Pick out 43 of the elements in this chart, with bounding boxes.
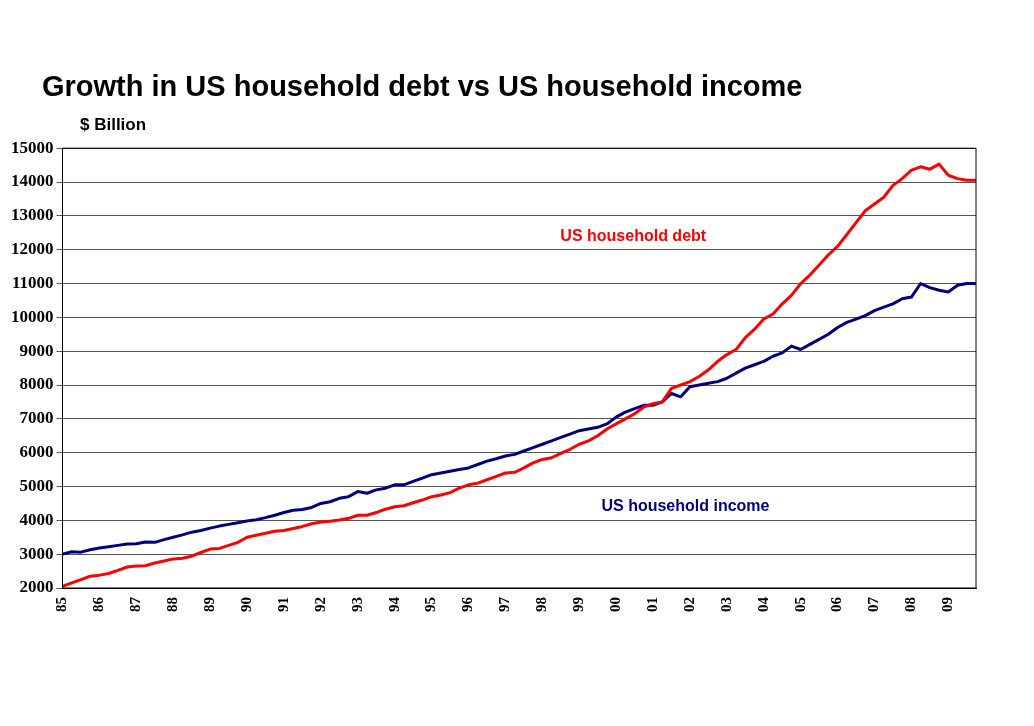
x-tick-label: 03: [717, 597, 734, 612]
y-tick-label: 8000: [19, 374, 54, 394]
x-tick-label: 86: [90, 596, 107, 612]
y-tick-label: 2000: [19, 577, 54, 597]
x-tick-label: 94: [385, 596, 402, 612]
y-tick-label: 14000: [11, 171, 54, 191]
x-tick-label: 96: [459, 596, 476, 612]
y-tick-label: 9000: [19, 340, 54, 360]
x-tick-label: 08: [902, 597, 919, 612]
y-tick-label: 6000: [19, 442, 54, 462]
x-tick-label: 90: [237, 597, 254, 612]
x-tick-label: 97: [496, 596, 513, 612]
x-tick-label: 09: [939, 597, 956, 612]
x-tick-label: 98: [533, 597, 550, 612]
x-tick-label: 02: [680, 597, 697, 612]
x-tick-label: 06: [828, 596, 845, 612]
x-tick-label: 92: [311, 597, 328, 612]
x-tick-label: 93: [348, 597, 365, 612]
y-tick-label: 3000: [19, 543, 54, 563]
x-tick-label: 85: [53, 597, 70, 612]
y-tick-label: 4000: [19, 509, 54, 529]
y-tick-label: 15000: [11, 137, 54, 157]
x-tick-label: 87: [127, 596, 144, 612]
x-tick-label: 89: [201, 597, 218, 612]
y-tick-label: 13000: [11, 205, 54, 225]
x-tick-label: 91: [274, 597, 291, 612]
x-tick-label: 99: [570, 597, 587, 612]
y-tick-label: 11000: [11, 272, 54, 292]
x-tick-label: 01: [643, 597, 660, 612]
x-tick-label: 04: [754, 596, 771, 612]
x-tick-label: 88: [164, 597, 181, 612]
text: US household income: [601, 497, 770, 515]
x-tick-label: 05: [791, 597, 808, 612]
x-tick-label: 07: [865, 596, 882, 612]
x-tick-label: 00: [607, 597, 624, 612]
y-tick-label: 5000: [19, 475, 54, 495]
chart-title: Growth in US household debt vs US household income: [41, 69, 804, 103]
y-axis-title: $ Billion: [79, 114, 148, 135]
y-tick-label: 7000: [19, 408, 54, 428]
text: US household debt: [560, 226, 707, 244]
y-tick-label: 12000: [11, 239, 54, 259]
y-tick-label: 10000: [11, 306, 54, 326]
x-tick-label: 95: [422, 597, 439, 612]
